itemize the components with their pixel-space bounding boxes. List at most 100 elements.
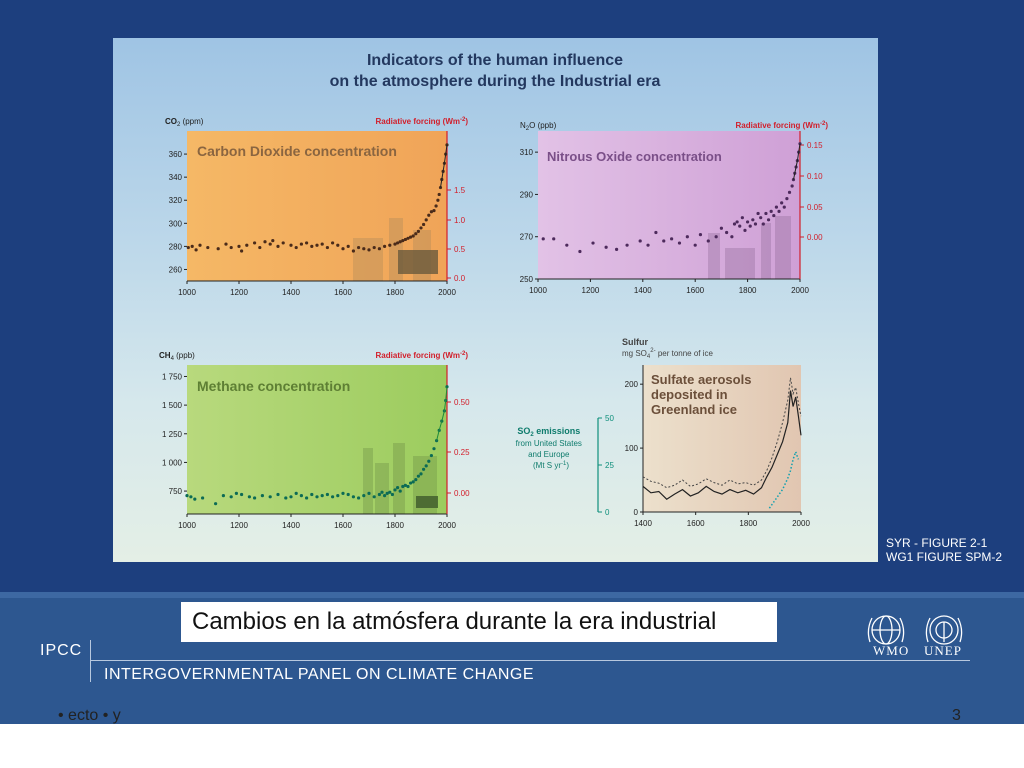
so2-tick-label: 0 [605, 508, 610, 517]
co2-data-point [406, 236, 410, 240]
ch4-data-point [406, 484, 410, 489]
ch4-data-point [403, 483, 407, 487]
co2-x-tick-label: 1600 [334, 288, 352, 297]
n2o-data-point [706, 239, 710, 243]
co2-data-point [409, 235, 413, 239]
co2-forcing-tick-label: 0.0 [454, 274, 466, 283]
ch4-data-point [253, 496, 257, 500]
n2o-data-point [685, 235, 689, 239]
ch4-data-point [380, 490, 384, 494]
sulfur-lines [642, 377, 802, 509]
ch4-plot-area [187, 365, 447, 514]
co2-data-point [427, 213, 431, 217]
ch4-x-tick-label: 1600 [334, 521, 352, 530]
n2o-data-point [761, 222, 765, 226]
n2o-data-point [646, 243, 650, 247]
ipcc-figure: Indicators of the human influence on the… [113, 38, 878, 562]
ch4-data-point [284, 496, 288, 500]
n2o-data-point [565, 243, 569, 247]
co2-panel: Carbon Dioxide concentration CO2 (ppm) R… [165, 117, 468, 297]
co2-y-tick-label: 280 [169, 242, 183, 251]
ch4-data-point [396, 486, 400, 490]
ch4-forcing-tick-label: 0.00 [454, 489, 470, 498]
n2o-data-point [541, 237, 545, 241]
ch4-ticks: 1000 1200 1400 1600 1800 2000 1 750 1 500 1 250 1… [162, 372, 470, 530]
ch4-data-point [383, 494, 387, 498]
wmo-logo-icon [867, 615, 905, 645]
ch4-data-point [367, 491, 371, 495]
n2o-forcing-label: Radiative forcing (Wm-2) [736, 121, 829, 130]
ipcc-full-name: INTERGOVERNMENTAL PANEL ON CLIMATE CHANG… [104, 666, 535, 683]
ch4-data-point [247, 495, 251, 499]
n2o-data-point [591, 241, 595, 245]
ch4-y-tick-label: 1 000 [162, 458, 183, 467]
co2-data-point [367, 248, 371, 252]
co2-data-point [351, 249, 355, 253]
ch4-x-tick-label: 1800 [386, 521, 404, 530]
n2o-trend-line [793, 143, 801, 180]
ch4-data-point [331, 495, 335, 499]
n2o-forcing-tick-label: 0.15 [807, 141, 823, 150]
ch4-data-point [390, 492, 394, 497]
n2o-data-point [782, 205, 786, 209]
co2-data-point [289, 243, 293, 247]
co2-data-point [346, 244, 350, 248]
ch4-data-point [422, 467, 426, 471]
n2o-forcing-tick-label: 0.00 [807, 233, 823, 242]
ch4-data-point [294, 491, 298, 495]
n2o-data-point [625, 243, 629, 247]
co2-data-point [422, 222, 426, 227]
footer-divider-vertical [90, 640, 91, 682]
wmo-label: WMO [873, 643, 910, 658]
n2o-data-point [677, 241, 682, 245]
co2-data-point [434, 204, 438, 208]
n2o-data-point [654, 230, 658, 235]
n2o-data-point [693, 243, 697, 247]
n2o-data-point [698, 233, 703, 237]
co2-data-point [383, 244, 387, 248]
co2-data-point [419, 226, 423, 230]
co2-data-point [336, 243, 340, 247]
ch4-trend-line [436, 386, 448, 441]
co2-data-point [224, 242, 228, 246]
logos [867, 615, 963, 645]
ch4-data-point [305, 496, 309, 500]
co2-data-point [216, 247, 220, 251]
co2-data-point [436, 198, 440, 202]
sulfur-axis-unit: mg SO42- per tonne of ice [622, 348, 714, 360]
ch4-data-point [320, 494, 324, 498]
n2o-data-point [735, 220, 739, 224]
n2o-y-tick-label: 270 [520, 233, 534, 242]
sulfur-x-tick-label: 1400 [634, 519, 652, 528]
truck-silhouette [398, 250, 438, 274]
n2o-data-point [552, 237, 556, 241]
n2o-data-point [578, 249, 582, 254]
co2-data-point [240, 249, 244, 253]
sulfur-ticks: 1400 1600 1800 2000 200 100 0 50 25 0 [598, 380, 810, 528]
ch4-data-point [409, 481, 413, 485]
ch4-data-point [315, 495, 319, 499]
co2-data-point [362, 247, 366, 251]
n2o-data-point [769, 209, 773, 213]
ch4-y-tick-label: 1 750 [162, 372, 183, 381]
ch4-forcing-tick-label: 0.25 [454, 448, 470, 457]
ch4-data-point [234, 491, 238, 495]
n2o-data-point [753, 222, 758, 226]
slide-number: 3 [952, 707, 961, 724]
ch4-data-point [414, 478, 418, 482]
sulfur-series-line [642, 390, 802, 500]
co2-points [186, 143, 449, 253]
co2-data-point [198, 243, 202, 247]
co2-data-point [377, 247, 381, 251]
ch4-data-point [193, 497, 197, 501]
co2-data-point [424, 218, 428, 222]
ch4-x-tick-label: 1200 [230, 521, 248, 530]
n2o-data-point [774, 205, 779, 209]
figure-title-line1: Indicators of the human influence [367, 52, 623, 69]
n2o-data-point [790, 184, 794, 188]
ch4-y-tick-label: 1 500 [162, 401, 183, 410]
sulfur-y-tick-label: 0 [634, 508, 639, 517]
co2-data-point [357, 245, 361, 250]
n2o-data-point [756, 211, 760, 216]
n2o-points [541, 142, 802, 254]
